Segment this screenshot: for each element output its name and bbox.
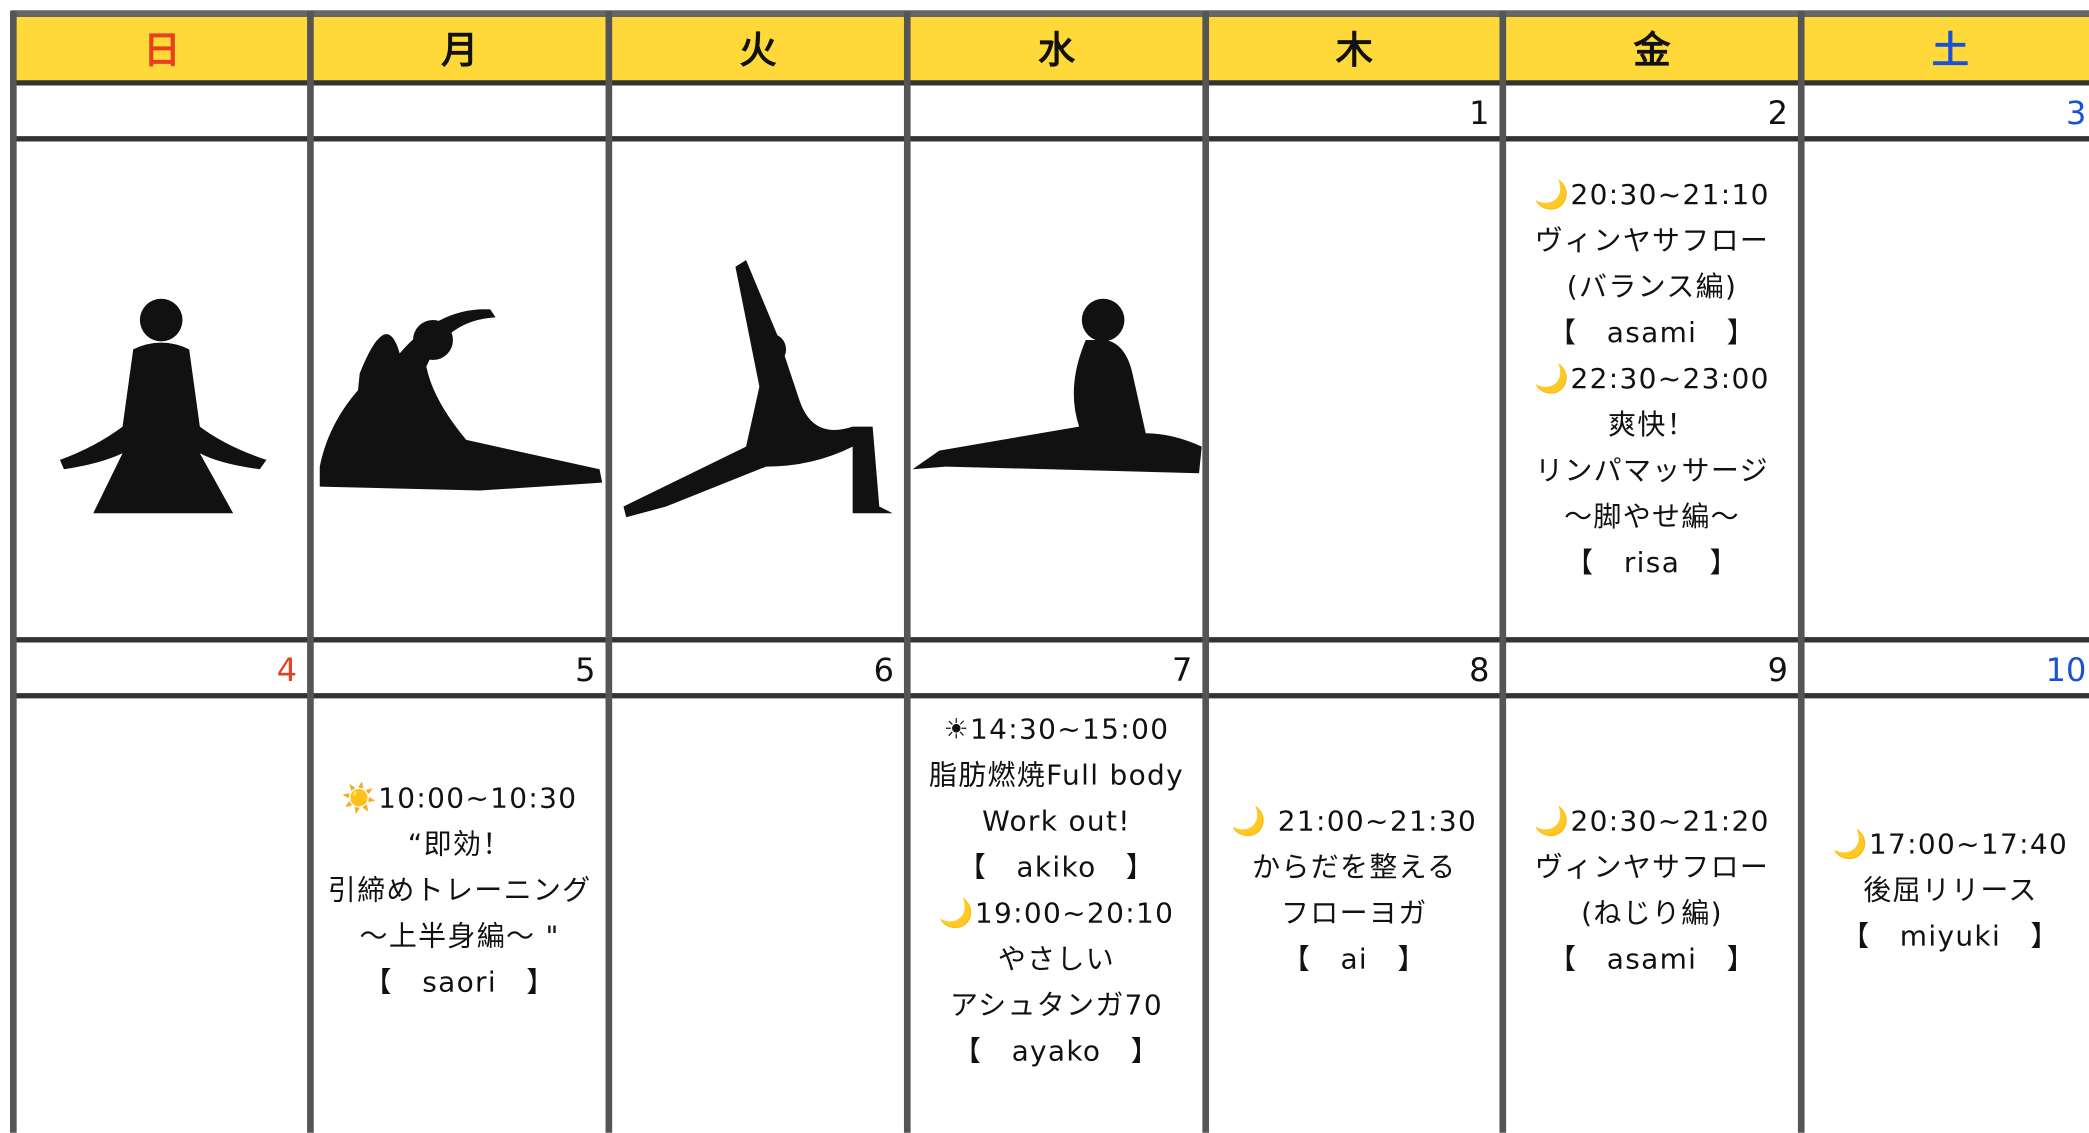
- event-line: 【 ayako 】: [953, 1034, 1160, 1067]
- event-line: 【 ai 】: [1282, 943, 1427, 976]
- date-number: 6: [874, 651, 894, 689]
- weekday-label: 日: [143, 28, 180, 72]
- weekday-label: 金: [1632, 28, 1671, 72]
- weekday-label: 月: [441, 28, 478, 72]
- event-line: 🌙20:30~21:20: [1534, 805, 1769, 838]
- event-line: ～上半身編～ ": [360, 920, 560, 953]
- date-number: 2: [1768, 94, 1788, 132]
- side-stretch-pose: [319, 309, 603, 491]
- event-line: (バランス編): [1567, 270, 1737, 303]
- date-number: 1: [1469, 94, 1489, 132]
- event-line: Work out!: [982, 805, 1131, 838]
- event-line: 🌙22:30~23:00: [1534, 362, 1769, 395]
- event-line: 【 akiko 】: [958, 851, 1155, 884]
- event-line: 【 miyuki 】: [1841, 920, 2059, 953]
- event-line: 🌙 21:00~21:30: [1231, 805, 1477, 838]
- event-line: からだを整える: [1252, 851, 1456, 884]
- event-line: 🌙20:30~21:10: [1534, 178, 1769, 211]
- event-line: ～脚やせ編～: [1564, 500, 1740, 533]
- event-line: ヴィンヤサフロー: [1535, 224, 1769, 257]
- date-number: 10: [2046, 651, 2087, 689]
- event-line: 🌙17:00~17:40: [1833, 828, 2068, 861]
- date-number: 7: [1172, 651, 1192, 689]
- event-line: ヴィンヤサフロー: [1535, 851, 1769, 884]
- date-number: 3: [2066, 94, 2086, 132]
- silhouettes: [59, 260, 1202, 518]
- event-line: アシュタンガ70: [950, 988, 1163, 1021]
- event-line: 引締めトレーニング: [328, 874, 592, 907]
- event-line: 【 asami 】: [1548, 316, 1756, 349]
- event-line: 【 risa 】: [1565, 546, 1739, 579]
- event-line: 後屈リリース: [1863, 874, 2037, 907]
- date-number: 4: [277, 651, 297, 689]
- event-line: (ねじり編): [1581, 897, 1723, 930]
- date-number: 5: [575, 651, 595, 689]
- event-line: やさしい: [998, 943, 1115, 976]
- meditation-pose: [59, 298, 267, 514]
- lunge-pose: [623, 260, 893, 518]
- event-line: ☀️10:00~10:30: [342, 781, 577, 815]
- event-line: フローヨガ: [1281, 897, 1428, 930]
- event-line: “即効！: [408, 828, 512, 861]
- weekday-label: 水: [1038, 28, 1076, 72]
- event-line: 【 saori 】: [364, 965, 556, 998]
- date-number: 8: [1469, 651, 1489, 689]
- event-line: 🌙19:00~20:10: [939, 897, 1174, 930]
- weekday-label: 火: [739, 28, 777, 72]
- weekday-label: 土: [1932, 28, 1969, 72]
- header-row: [13, 13, 2089, 83]
- date-number: 9: [1768, 651, 1788, 689]
- event-line: 爽快！: [1608, 408, 1696, 441]
- event-line: 【 asami 】: [1548, 943, 1756, 976]
- event-line: 脂肪燃焼Full body: [929, 759, 1184, 792]
- event-line: ☀14:30~15:00: [944, 713, 1170, 746]
- seated-twist-pose: [912, 298, 1202, 474]
- event-line: リンパマッサージ: [1535, 454, 1769, 487]
- weekday-label: 木: [1336, 28, 1374, 72]
